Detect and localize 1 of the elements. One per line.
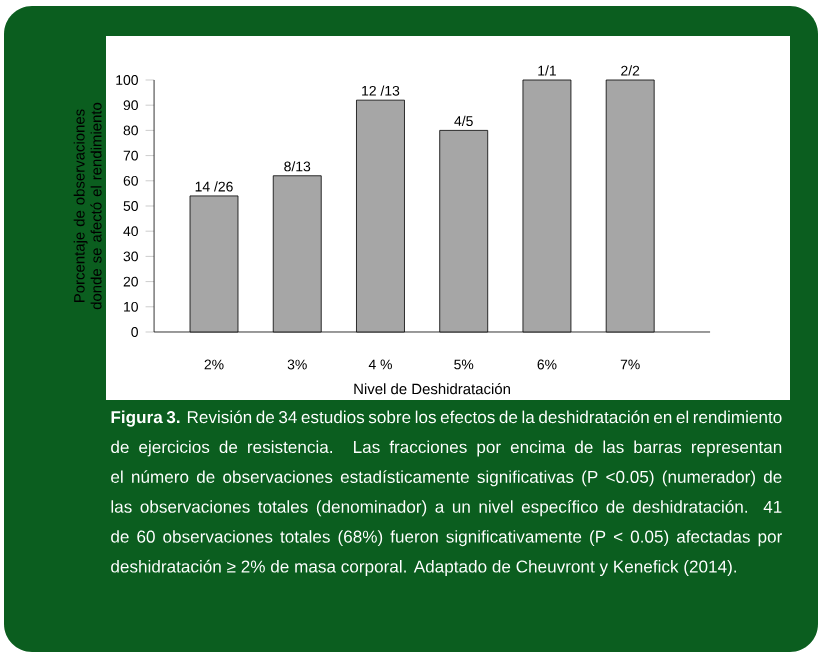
text: Figura 3. Revisión de 34 estudios sobre los efectos de la deshidratación en el rendimiento de ejercicios de resistencia. Las fracciones por encima de las barras representan el número de observaciones estadísticamente significativas (P <0.05) (numerador) de las observaciones totales (denominador) a un nivel específico de deshidratación. 41 de 60 observaciones totales (68%) fueron significativamente (P < 0.05) afectadas por deshidratación ≥ 2% de masa corporal. Adaptado de Cheuvront y Kenefick (2014).: [111, 410, 782, 577]
